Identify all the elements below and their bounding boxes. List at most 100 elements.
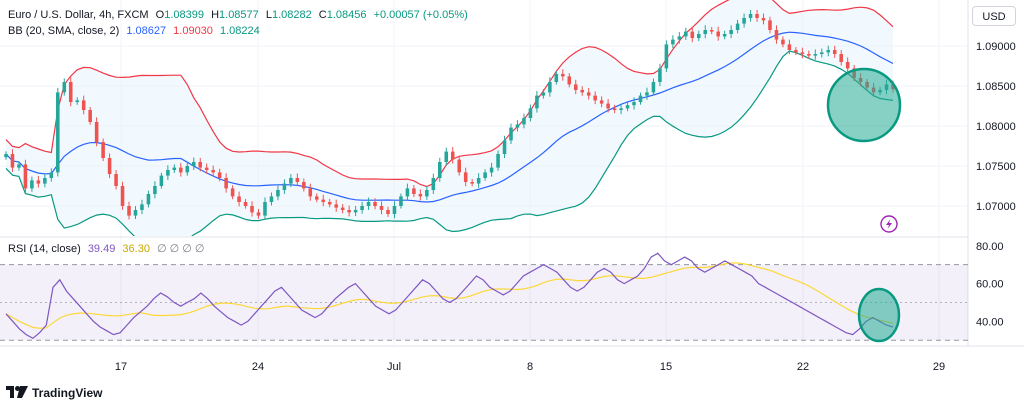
candle-body [43,178,47,184]
candle-body [140,204,144,210]
rsi-label: RSI (14, close) [8,243,81,255]
rsi-line [5,252,894,340]
candle-body [755,14,759,18]
highlight-circle-price [826,67,902,143]
candle-body [166,170,170,176]
footer-brand-text: TradingView [32,386,103,400]
candle-body [17,164,21,168]
candle-body [438,162,442,178]
candle-body [133,210,138,216]
candle-body [619,108,623,110]
candle-body [327,202,332,205]
candle-body [761,18,766,21]
rsi-legend: RSI (14, close) 39.49 36.30 ∅ ∅ ∅ ∅ [8,243,205,255]
candle-body [502,140,507,154]
price-tick-label: 1.08000 [976,121,1016,133]
candle-body [658,68,662,82]
candle-body [373,202,377,206]
bb-upper-value: 1.09030 [173,25,213,37]
time-tick-label: 22 [797,361,809,373]
candle-body [386,210,390,214]
candle-body [321,199,326,202]
candle-body [127,206,131,216]
candle-body [476,178,481,184]
footer-brand: TradingView [6,386,102,401]
candle-body [308,188,313,197]
candle-body [204,167,209,170]
candle-body [625,105,630,109]
price-tick-label: 1.08500 [976,81,1016,93]
candle-body [282,183,287,190]
time-tick-label: 29 [933,361,945,373]
candle-body [703,30,708,34]
candle-body [632,102,636,106]
candle-body [379,206,384,210]
bb-lower-value: 1.08224 [220,25,260,37]
bollinger-band-fill [6,0,893,236]
candle-body [612,108,617,110]
candle-body [535,95,539,109]
candle-body [418,194,423,197]
currency-button[interactable]: USD [972,6,1016,26]
candle-body [88,110,92,122]
candle-body [425,190,429,197]
candle-body [114,174,118,186]
time-tick-label: Jul [387,361,401,373]
candle-body [554,74,559,82]
candle-body [561,74,565,77]
candle-body [457,159,461,173]
candle-body [690,31,695,38]
rsi-value: 39.49 [88,243,116,255]
candle-body [250,206,254,213]
candle-body [289,178,293,184]
candle-body [75,100,79,102]
candle-body [813,54,818,56]
candle-body [735,23,740,30]
candle-body [800,52,805,54]
candle-body [153,186,157,194]
candle-body [340,207,345,210]
candle-body [49,172,54,178]
candle-body [30,180,34,189]
candle-body [191,162,196,166]
bollinger-basis-line [5,31,894,203]
symbol-legend: Euro / U.S. Dollar, 4h, FXCM O1.08399 H1… [8,9,468,21]
candle-body [276,190,280,197]
bollinger-lower-line [5,50,894,236]
candle-body [412,188,416,194]
candle-body [742,18,746,24]
candle-body [23,164,28,189]
candle-body [347,210,351,213]
candle-body [684,31,688,37]
candle-body [444,151,449,162]
bollinger-upper-line [5,0,894,188]
candle-body [722,34,727,37]
rsi-ma-line [5,262,894,329]
candle-body [593,95,597,101]
candle-body [489,167,494,173]
ohlc-open: 1.08399 [164,9,204,21]
bb-label: BB (20, SMA, close, 2) [8,25,119,37]
lightning-icon[interactable] [880,215,898,233]
candle-body [399,196,403,206]
candle-body [172,167,177,170]
rsi-axis: 80.00 60.00 40.00 [976,241,1004,329]
candle-body [645,92,649,96]
rsi-tick-label: 60.00 [976,279,1004,291]
candle-body [651,82,656,93]
candle-body [832,50,837,54]
rsi-extra-values: ∅ ∅ ∅ ∅ [157,243,205,255]
candle-body [696,34,701,38]
rsi-tick-label: 80.00 [976,241,1004,253]
candle-body [820,52,824,54]
candle-body [302,182,306,189]
price-axis: 1.09000 1.08500 1.08000 1.07500 1.07000 [976,41,1016,213]
candle-body [94,122,99,142]
candle-body [159,175,164,186]
bb-legend: BB (20, SMA, close, 2) 1.08627 1.09030 1… [8,25,260,37]
candle-body [230,188,235,197]
rsi-tick-label: 40.00 [976,316,1004,328]
candle-body [729,30,733,34]
ohlc-change: +0.00057 (+0.05%) [374,9,468,21]
